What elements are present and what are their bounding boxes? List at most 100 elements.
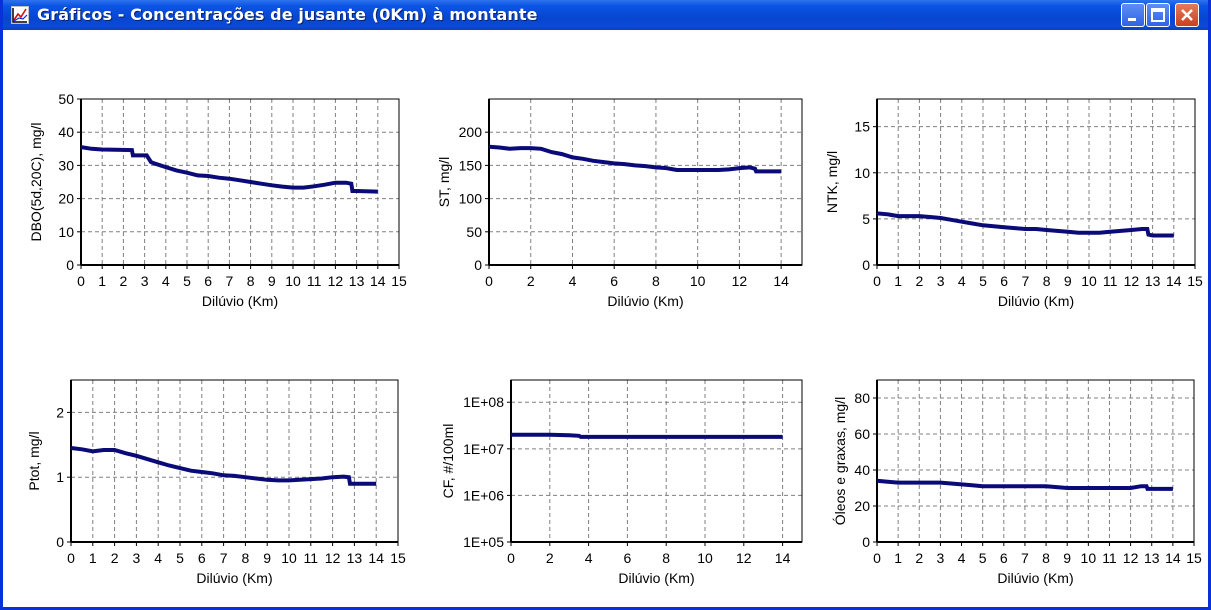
y-tick-label: 5 — [862, 211, 870, 227]
close-button[interactable] — [1175, 3, 1199, 27]
x-axis-label: Dilúvio (Km) — [196, 570, 272, 586]
x-tick-label: 6 — [624, 550, 632, 566]
close-icon — [1181, 9, 1193, 21]
x-tick-label: 13 — [349, 273, 365, 289]
x-tick-label: 4 — [569, 273, 577, 289]
x-tick-label: 11 — [304, 550, 319, 566]
y-tick-label: 10 — [854, 165, 870, 181]
y-tick-label: 1E+08 — [463, 394, 504, 410]
plot-frame — [488, 98, 803, 266]
x-tick-label: 2 — [527, 273, 535, 289]
y-tick-label: 50 — [58, 91, 74, 107]
x-tick-label: 6 — [610, 273, 618, 289]
x-tick-label: 5 — [183, 273, 191, 289]
x-axis-label: Dilúvio (Km) — [607, 293, 683, 309]
y-tick-label: 100 — [459, 191, 483, 207]
x-tick-label: 2 — [111, 550, 119, 566]
x-tick-label: 8 — [1043, 273, 1051, 289]
x-tick-label: 3 — [937, 273, 945, 289]
x-tick-label: 5 — [176, 550, 184, 566]
y-axis-label: Ptot, mg/l — [26, 431, 42, 490]
y-tick-label: 40 — [58, 124, 74, 140]
x-tick-label: 13 — [347, 550, 363, 566]
x-tick-label: 6 — [204, 273, 212, 289]
x-tick-label: 10 — [1081, 550, 1097, 566]
x-tick-label: 8 — [1042, 550, 1050, 566]
x-tick-label: 4 — [958, 273, 966, 289]
x-axis-label: Dilúvio (Km) — [618, 570, 694, 586]
y-tick-label: 20 — [58, 191, 74, 207]
x-tick-label: 0 — [873, 273, 881, 289]
x-tick-label: 12 — [328, 273, 344, 289]
series-line — [488, 144, 782, 174]
x-tick-label: 11 — [1102, 550, 1117, 566]
plot-frame — [876, 379, 1195, 543]
x-tick-label: 5 — [979, 273, 987, 289]
y-axis-label: CF, #/100ml — [440, 424, 456, 499]
x-tick-label: 14 — [775, 550, 791, 566]
y-tick-label: 1E+05 — [463, 534, 504, 550]
y-tick-label: 150 — [459, 157, 483, 173]
y-axis-label: ST, mg/l — [436, 157, 452, 208]
y-tick-label: 0 — [862, 534, 870, 550]
x-tick-label: 14 — [368, 550, 384, 566]
x-tick-label: 10 — [697, 550, 713, 566]
x-tick-label: 7 — [220, 550, 228, 566]
y-tick-label: 1E+07 — [463, 441, 504, 457]
x-axis-label: Dilúvio (Km) — [202, 293, 278, 309]
y-tick-label: 200 — [459, 124, 483, 140]
x-tick-label: 10 — [690, 273, 706, 289]
x-tick-label: 2 — [916, 273, 924, 289]
y-tick-label: 0 — [474, 257, 482, 273]
x-tick-label: 15 — [1186, 550, 1202, 566]
x-tick-label: 0 — [873, 550, 881, 566]
x-tick-label: 1 — [894, 550, 902, 566]
x-tick-label: 4 — [585, 550, 593, 566]
y-axis-label: NTK, mg/l — [824, 151, 840, 213]
x-tick-label: 10 — [285, 273, 301, 289]
window-title: Gráficos - Concentrações de jusante (0Km… — [37, 5, 538, 24]
x-tick-label: 0 — [485, 273, 493, 289]
x-tick-label: 8 — [247, 273, 255, 289]
x-tick-label: 9 — [1064, 273, 1072, 289]
y-axis-label: Óleos e graxas, mg/l — [832, 397, 848, 525]
x-tick-label: 10 — [1081, 273, 1097, 289]
chart-icon — [11, 6, 29, 24]
y-tick-label: 2 — [56, 404, 64, 420]
x-tick-label: 2 — [120, 273, 128, 289]
x-tick-label: 3 — [141, 273, 149, 289]
y-tick-label: 80 — [854, 390, 870, 406]
x-tick-label: 15 — [391, 273, 407, 289]
x-tick-label: 0 — [507, 550, 515, 566]
x-tick-label: 11 — [1103, 273, 1118, 289]
y-tick-label: 30 — [58, 157, 74, 173]
x-tick-label: 3 — [133, 550, 141, 566]
title-bar[interactable]: Gráficos - Concentrações de jusante (0Km… — [3, 0, 1208, 30]
y-tick-label: 20 — [854, 498, 870, 514]
x-tick-label: 1 — [894, 273, 902, 289]
x-tick-label: 12 — [732, 273, 748, 289]
x-tick-label: 15 — [390, 550, 406, 566]
minimize-button[interactable] — [1121, 3, 1145, 27]
x-tick-label: 3 — [937, 550, 945, 566]
plot-frame — [510, 379, 803, 543]
x-tick-label: 13 — [1145, 273, 1161, 289]
x-tick-label: 4 — [154, 550, 162, 566]
minimize-icon — [1128, 18, 1136, 21]
plot-frame — [876, 98, 1196, 266]
x-tick-label: 4 — [162, 273, 170, 289]
x-tick-label: 0 — [77, 273, 85, 289]
x-tick-label: 14 — [773, 273, 789, 289]
x-tick-label: 5 — [979, 550, 987, 566]
y-tick-label: 60 — [854, 426, 870, 442]
x-tick-label: 8 — [652, 273, 660, 289]
x-tick-label: 6 — [1000, 550, 1008, 566]
x-tick-label: 11 — [307, 273, 322, 289]
series-line — [80, 145, 378, 194]
maximize-button[interactable] — [1146, 3, 1170, 27]
y-tick-label: 0 — [66, 257, 74, 273]
y-tick-label: 0 — [56, 534, 64, 550]
y-tick-label: 15 — [854, 119, 870, 135]
charts-canvas: 0 1 2 3 4 5 6 7 8 9 10 11 12 13 14 1501020304050Dilúvio… — [26, 91, 1203, 586]
